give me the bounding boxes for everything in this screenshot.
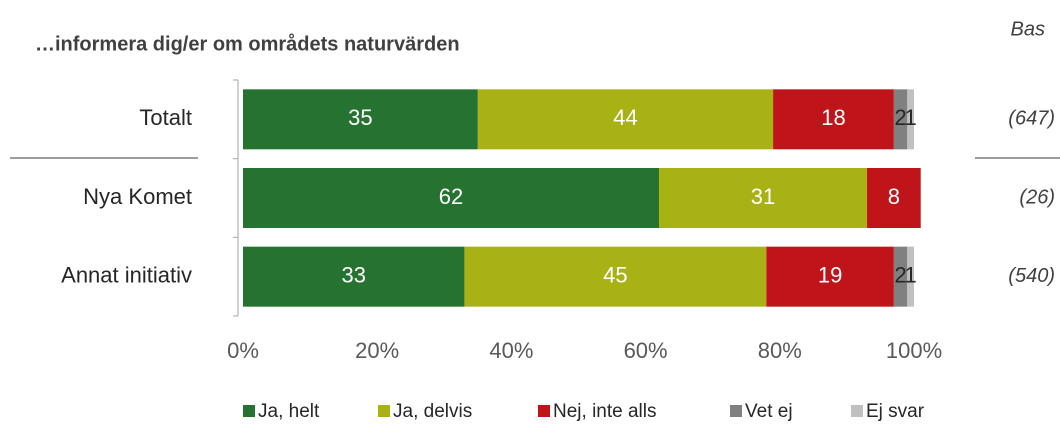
data-label: 1: [905, 262, 917, 287]
bar-segment: [766, 246, 894, 307]
data-label: 1: [905, 105, 917, 130]
base-label: (540): [1008, 265, 1055, 287]
bar-segment: [773, 89, 894, 150]
legend-label: Ja, delvis: [393, 401, 472, 422]
data-label: 62: [439, 184, 463, 209]
data-label: 2: [894, 262, 906, 287]
legend-label: Vet ej: [745, 401, 793, 422]
data-label: 8: [888, 184, 900, 209]
data-label: 18: [821, 105, 845, 130]
legend-label: Ej svar: [866, 401, 925, 422]
bar-segment: [907, 246, 914, 307]
data-label: 35: [348, 105, 372, 130]
chart-title: …informera dig/er om områdets naturvärde…: [35, 32, 460, 55]
data-label: 33: [341, 262, 365, 287]
data-label: 19: [818, 262, 842, 287]
legend-swatch: [851, 405, 863, 417]
category-label: Totalt: [139, 105, 192, 130]
x-tick-label: 0%: [227, 338, 259, 363]
legend-label: Nej, inte alls: [553, 401, 657, 422]
bar-segment: [243, 89, 478, 150]
x-tick-label: 100%: [886, 338, 942, 363]
bar-segment: [464, 246, 767, 307]
bar-segment: [893, 246, 908, 307]
legend-label: Ja, helt: [258, 401, 320, 422]
bar-segment: [867, 168, 921, 228]
legend-swatch: [730, 405, 742, 417]
base-title: Bas: [1011, 18, 1045, 40]
x-tick-label: 80%: [758, 338, 802, 363]
data-label: 31: [751, 184, 775, 209]
category-label: Nya Komet: [83, 184, 192, 209]
bar-segment: [243, 168, 660, 228]
legend-swatch: [378, 405, 390, 417]
data-label: 44: [613, 105, 637, 130]
x-tick-label: 20%: [355, 338, 399, 363]
bar-segment: [243, 246, 465, 307]
bar-segment: [893, 89, 908, 150]
base-label: (647): [1008, 108, 1055, 130]
legend-swatch: [538, 405, 550, 417]
data-label: 45: [603, 262, 627, 287]
category-label: Annat initiativ: [61, 262, 192, 287]
legend-swatch: [243, 405, 255, 417]
x-tick-label: 40%: [489, 338, 533, 363]
x-tick-label: 60%: [624, 338, 668, 363]
bar-segment: [477, 89, 774, 150]
bar-segment: [907, 89, 914, 150]
data-label: 2: [894, 105, 906, 130]
base-label: (26): [1019, 186, 1055, 208]
bar-segment: [659, 168, 868, 228]
